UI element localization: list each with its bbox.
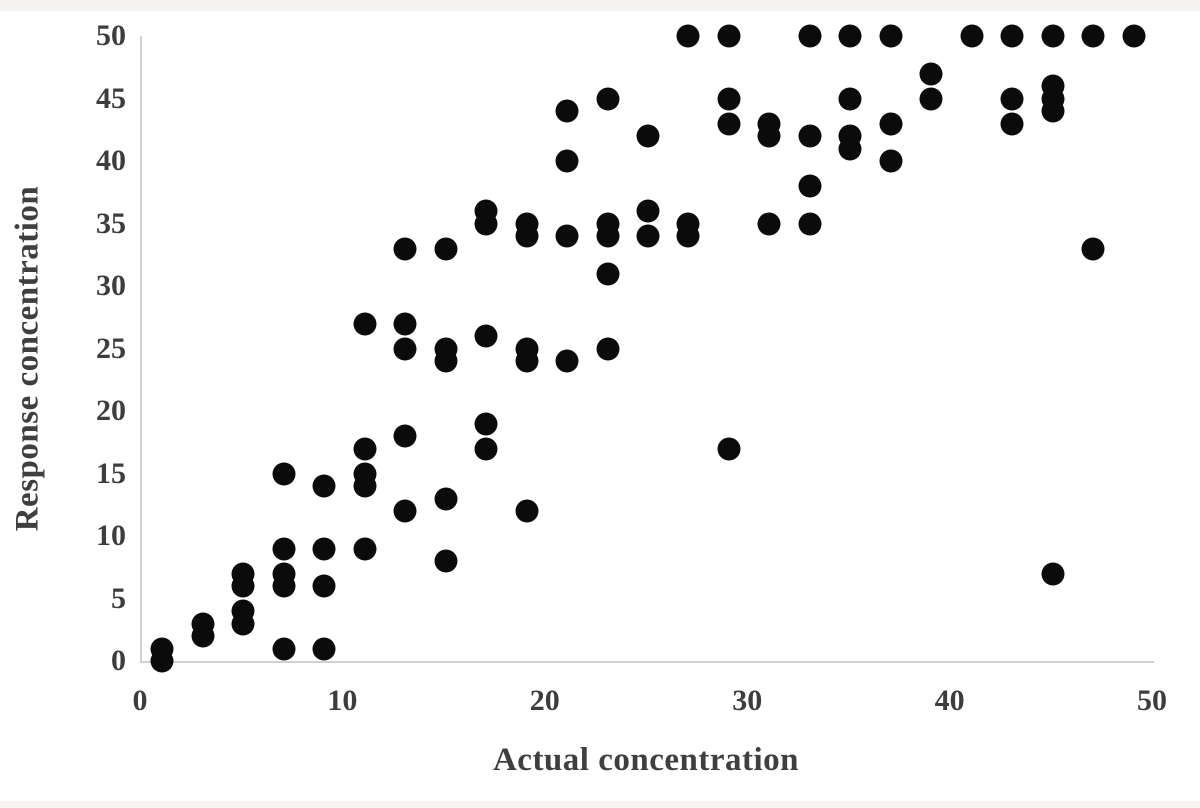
data-point <box>676 24 700 48</box>
data-point <box>879 24 903 48</box>
data-point <box>798 212 822 235</box>
data-point <box>1041 562 1065 585</box>
data-point <box>272 637 296 660</box>
screenshot-top-edge <box>0 0 1200 11</box>
y-tick-label: 50 <box>96 19 126 52</box>
y-tick-label: 35 <box>96 206 126 240</box>
data-point <box>434 237 458 260</box>
data-point <box>636 199 660 223</box>
data-point <box>515 499 539 523</box>
x-tick-label: 40 <box>934 684 965 717</box>
data-point <box>596 262 620 285</box>
data-point <box>1000 87 1024 110</box>
data-point <box>838 87 862 110</box>
data-point <box>798 124 822 148</box>
data-point <box>272 462 296 485</box>
data-point <box>474 324 498 348</box>
data-point <box>798 24 822 48</box>
data-point <box>474 412 498 435</box>
data-point <box>636 224 660 248</box>
data-point <box>555 149 579 173</box>
data-point <box>393 337 417 360</box>
x-axis-title: Actual concentration <box>492 742 800 778</box>
data-point <box>353 437 377 460</box>
data-point <box>353 312 377 335</box>
data-point <box>555 349 579 373</box>
data-point <box>231 562 255 585</box>
y-tick-label: 45 <box>96 81 126 115</box>
data-point <box>434 487 458 510</box>
x-tick-label: 10 <box>327 684 358 717</box>
data-point <box>555 224 579 248</box>
data-point <box>312 537 336 560</box>
data-point <box>757 112 781 135</box>
data-point <box>231 599 255 623</box>
y-tick-label: 0 <box>111 644 126 677</box>
data-point <box>515 337 539 360</box>
y-axis-tick-labels: 0 5 10 15 20 25 30 35 40 45 50 <box>0 21 126 676</box>
data-point <box>596 87 620 110</box>
data-point <box>757 212 781 235</box>
data-point <box>1041 74 1065 98</box>
y-tick-label: 10 <box>96 519 126 552</box>
y-tick-label: 5 <box>111 581 126 615</box>
data-point <box>393 312 417 335</box>
data-point <box>798 174 822 198</box>
data-point <box>838 24 862 48</box>
data-point <box>676 212 700 235</box>
data-point <box>838 124 862 148</box>
data-point <box>1081 24 1105 48</box>
data-point <box>879 149 903 173</box>
data-point <box>272 562 296 585</box>
data-point <box>1041 24 1065 48</box>
data-point <box>596 212 620 235</box>
data-point <box>393 424 417 448</box>
data-point <box>960 24 984 48</box>
data-point <box>1122 24 1146 48</box>
x-tick-label: 20 <box>529 684 560 717</box>
y-tick-label: 20 <box>96 394 126 427</box>
data-point <box>312 474 336 498</box>
data-point <box>312 637 336 660</box>
x-tick-label: 30 <box>732 684 763 717</box>
y-tick-label: 15 <box>96 456 126 490</box>
data-point <box>555 99 579 123</box>
x-tick-label: 50 <box>1137 684 1167 717</box>
data-point <box>272 537 296 560</box>
data-point <box>919 87 943 110</box>
data-point <box>515 212 539 235</box>
data-point <box>353 537 377 560</box>
x-tick-label: 0 <box>132 684 148 717</box>
data-point <box>1000 24 1024 48</box>
data-point <box>474 437 498 460</box>
data-point <box>717 24 741 48</box>
data-point <box>879 112 903 135</box>
data-point <box>393 499 417 523</box>
data-point <box>434 337 458 360</box>
data-point <box>717 87 741 110</box>
data-point <box>1000 112 1024 135</box>
data-point <box>150 637 174 660</box>
data-point <box>919 62 943 85</box>
data-point <box>636 124 660 148</box>
data-point <box>474 199 498 223</box>
data-point <box>596 337 620 360</box>
data-point <box>1081 237 1105 260</box>
data-point <box>353 462 377 485</box>
x-axis-tick-labels: 0 10 20 30 40 50 <box>133 684 1168 726</box>
data-point <box>191 612 215 635</box>
data-point <box>717 112 741 135</box>
y-tick-label: 30 <box>96 269 126 302</box>
y-tick-label: 40 <box>96 144 126 177</box>
data-point <box>717 437 741 460</box>
data-point <box>312 574 336 598</box>
data-point <box>393 237 417 260</box>
data-point <box>434 549 458 573</box>
y-tick-label: 25 <box>96 331 126 365</box>
screenshot-bottom-edge <box>0 801 1200 808</box>
plot-area <box>140 24 1154 673</box>
